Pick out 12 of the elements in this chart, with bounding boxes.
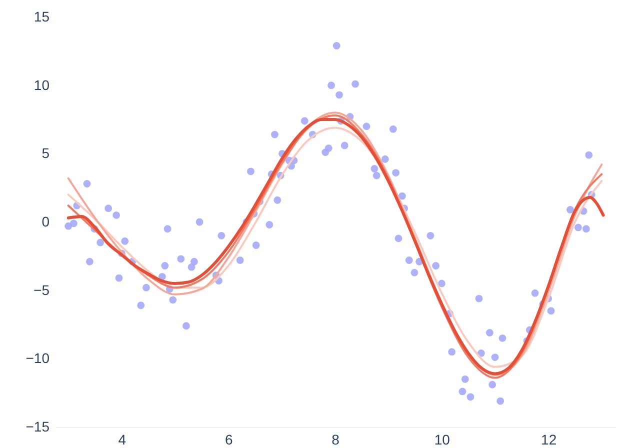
x-tick-label: 10 xyxy=(434,432,450,448)
y-tick-label: −10 xyxy=(26,350,50,366)
y-tick-label: −15 xyxy=(26,418,50,434)
x-tick-label: 12 xyxy=(541,432,557,448)
y-tick-label: 0 xyxy=(42,214,50,230)
x-tick-label: 6 xyxy=(224,432,233,448)
x-tick-label: 4 xyxy=(118,432,126,448)
y-tick-label: −5 xyxy=(34,282,50,298)
y-tick-label: 10 xyxy=(34,76,50,93)
y-tick-label: 15 xyxy=(34,8,50,24)
y-tick-label: 5 xyxy=(42,145,50,162)
x-tick-label: 8 xyxy=(332,432,340,448)
